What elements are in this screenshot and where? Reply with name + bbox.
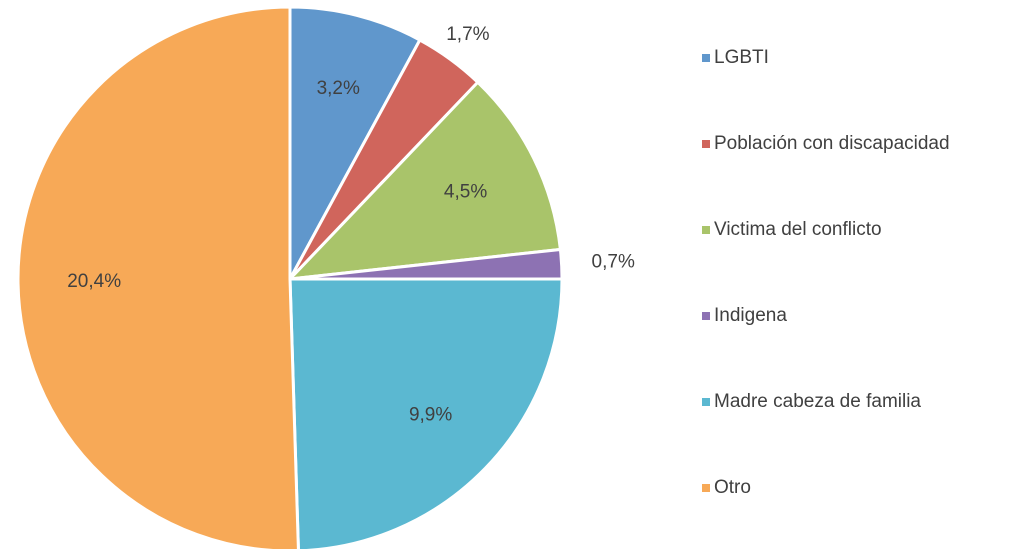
data-label: 0,7% — [592, 252, 635, 273]
legend-swatch — [702, 398, 710, 406]
pie-slice — [286, 80, 563, 281]
legend-label: Victima del conflicto — [714, 219, 882, 240]
legend-swatch — [702, 312, 710, 320]
data-label: 1,7% — [446, 24, 489, 45]
legend-label: LGBTI — [714, 47, 769, 68]
legend-swatch — [702, 226, 710, 234]
data-label: 9,9% — [409, 404, 452, 425]
legend-label: Otro — [714, 477, 751, 498]
pie-slice — [16, 5, 300, 549]
legend-swatch — [702, 54, 710, 62]
data-label: 4,5% — [444, 181, 487, 202]
pie-slice — [288, 5, 422, 280]
pie-slice — [288, 277, 564, 549]
legend-swatch — [702, 140, 710, 148]
data-label: 20,4% — [67, 271, 121, 292]
data-label: 3,2% — [317, 78, 360, 99]
legend-swatch — [702, 484, 710, 492]
legend-label: Madre cabeza de familia — [714, 391, 921, 412]
legend-label: Indigena — [714, 305, 787, 326]
legend-label: Población con discapacidad — [714, 133, 950, 154]
